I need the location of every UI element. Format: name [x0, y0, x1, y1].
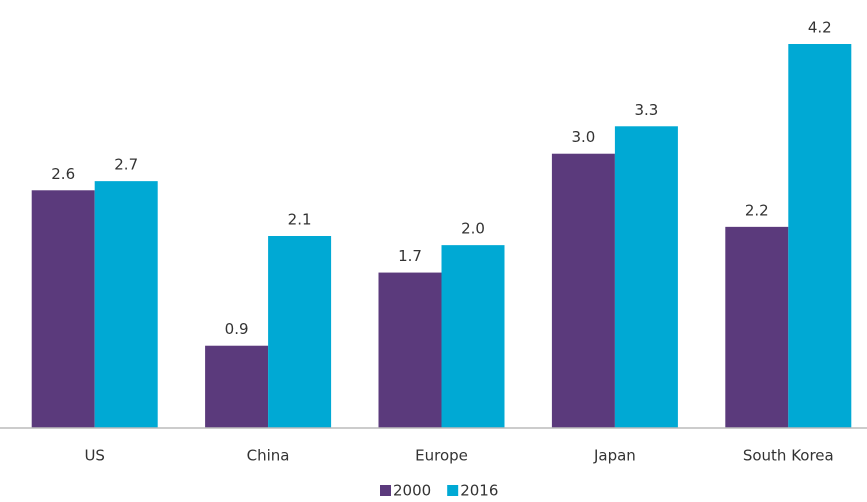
x-tick-label: Japan — [593, 447, 636, 465]
bar — [205, 345, 269, 428]
bar — [551, 153, 615, 428]
data-label: 3.3 — [634, 101, 658, 119]
x-tick-label: China — [247, 447, 290, 465]
bar — [94, 181, 158, 428]
data-label: 2.2 — [745, 201, 769, 219]
bar — [378, 272, 442, 428]
data-label: 2.7 — [114, 156, 138, 174]
legend-label: 2000 — [393, 482, 431, 500]
x-tick-label: South Korea — [743, 447, 834, 465]
bar — [31, 190, 95, 428]
x-tick-label: Europe — [415, 447, 468, 465]
data-label: 2.0 — [461, 220, 485, 238]
legend-swatch — [380, 485, 391, 496]
x-tick-label: US — [84, 447, 105, 465]
bar — [441, 245, 505, 428]
data-label: 2.6 — [51, 165, 75, 183]
data-label: 3.0 — [571, 128, 595, 146]
bar — [614, 126, 678, 429]
legend-swatch — [447, 485, 459, 496]
legend-label: 2016 — [460, 482, 498, 500]
data-label: 1.7 — [398, 247, 422, 265]
bar — [268, 236, 332, 428]
data-label: 4.2 — [808, 19, 832, 37]
bar — [788, 44, 852, 428]
data-label: 0.9 — [225, 320, 249, 338]
data-label: 2.1 — [288, 211, 312, 229]
bar — [725, 226, 789, 428]
